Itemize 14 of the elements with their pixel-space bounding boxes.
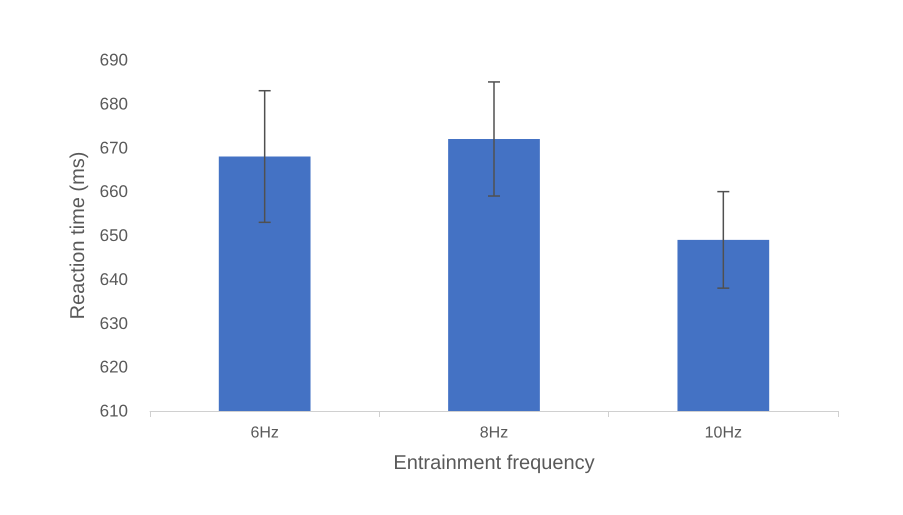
x-tick-label: 8Hz: [480, 424, 508, 442]
y-tick-label: 640: [100, 270, 128, 289]
y-tick-label: 620: [100, 358, 128, 377]
y-tick-label: 660: [100, 182, 128, 202]
y-tick-label: 690: [100, 50, 128, 70]
y-tick-label: 670: [100, 138, 128, 158]
x-tick-label: 6Hz: [250, 424, 279, 442]
y-tick-label: 630: [100, 314, 128, 333]
y-tick-label: 680: [100, 94, 128, 114]
x-axis-title: Entrainment frequency: [393, 452, 595, 474]
y-tick-label: 610: [100, 402, 128, 420]
y-axis-title: Reaction time (ms): [67, 152, 89, 320]
y-tick-label: 650: [100, 226, 128, 245]
x-tick-label: 10Hz: [704, 424, 742, 442]
